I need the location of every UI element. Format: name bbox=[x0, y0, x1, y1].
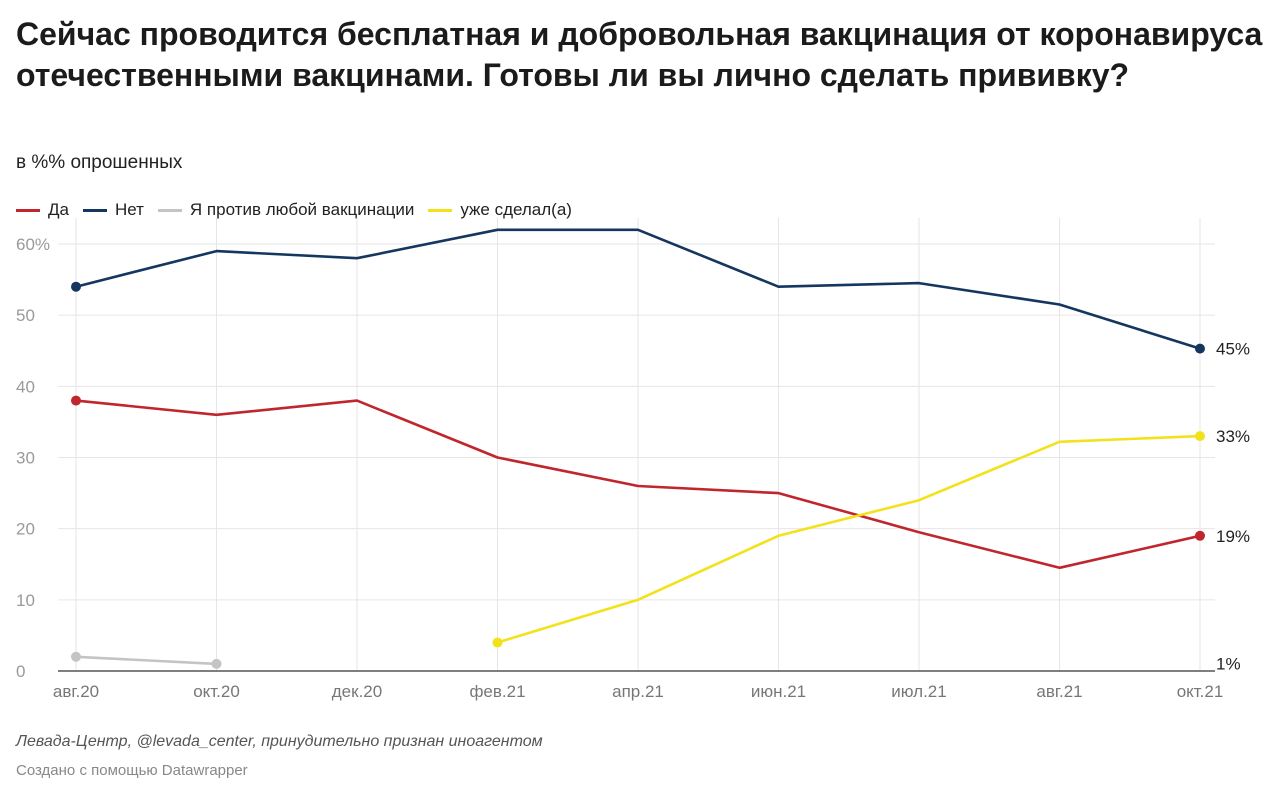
x-tick-label-июн-21: июн.21 bbox=[751, 682, 806, 701]
point-da-start bbox=[71, 395, 81, 406]
y-tick-label-20: 20 bbox=[16, 520, 35, 539]
end-label-extra-0: 1% bbox=[1216, 654, 1241, 673]
point-net-end bbox=[1195, 343, 1205, 354]
source-note: Левада-Центр, @levada_center, принудител… bbox=[16, 733, 543, 750]
y-tick-label-40: 40 bbox=[16, 377, 35, 396]
point-net-start bbox=[71, 281, 81, 292]
series-line-against bbox=[75, 655, 217, 666]
series-line-done bbox=[497, 434, 1201, 644]
legend-item-done: уже сделал(а) bbox=[428, 200, 572, 220]
legend-swatch-against bbox=[157, 208, 182, 212]
x-tick-label-июл-21: июл.21 bbox=[891, 682, 946, 701]
y-tick-label-30: 30 bbox=[16, 449, 35, 468]
chart-title: Сейчас проводится бесплатная и доброволь… bbox=[16, 16, 1263, 93]
legend-swatch-net bbox=[82, 208, 107, 212]
x-tick-label-авг-21: авг.21 bbox=[1036, 682, 1082, 701]
legend-label-against: Я против любой вакцинации bbox=[189, 200, 415, 219]
legend-item-against: Я против любой вакцинации bbox=[157, 200, 415, 220]
x-tick-label-окт-20: окт.20 bbox=[193, 682, 240, 701]
legend-item-net: Нет bbox=[82, 200, 144, 220]
end-label-net: 45% bbox=[1216, 340, 1250, 359]
y-tick-label-60: 60% bbox=[16, 235, 50, 254]
point-done-end bbox=[1195, 431, 1205, 442]
point-da-end bbox=[1195, 530, 1205, 541]
point-against-end bbox=[211, 658, 222, 669]
x-tick-label-фев-21: фев.21 bbox=[469, 682, 525, 701]
point-against-start bbox=[71, 651, 81, 662]
line-chart: 0 10 20 30 40 50 60% авг.20 окт.20 дек.20 фев.21 ап… bbox=[16, 217, 1250, 701]
legend-swatch-done bbox=[428, 208, 453, 212]
legend: Да Нет Я против любой вакцинации уже сде… bbox=[16, 199, 586, 221]
legend-label-net: Нет bbox=[114, 200, 144, 219]
x-tick-label-апр-21: апр.21 bbox=[612, 682, 664, 701]
x-tick-label-окт-21: окт.21 bbox=[1177, 682, 1224, 701]
legend-item-da: Да bbox=[16, 200, 69, 220]
y-tick-label-50: 50 bbox=[16, 306, 35, 325]
chart-subtitle: в %% опрошенных bbox=[16, 152, 183, 173]
x-tick-label-дек-20: дек.20 bbox=[332, 682, 382, 701]
y-tick-label-0: 0 bbox=[16, 662, 25, 681]
datawrapper-credit: Создано с помощью Datawrapper bbox=[16, 762, 248, 779]
series-line-da bbox=[75, 399, 1201, 570]
series-line-net bbox=[75, 228, 1201, 350]
legend-swatch-da bbox=[16, 208, 40, 212]
x-tick-label-авг-20: авг.20 bbox=[53, 682, 99, 701]
legend-label-done: уже сделал(а) bbox=[460, 200, 572, 219]
point-done-start bbox=[492, 637, 503, 648]
end-label-done: 33% bbox=[1216, 427, 1250, 446]
end-label-da: 19% bbox=[1216, 527, 1250, 546]
legend-label-da: Да bbox=[48, 200, 69, 219]
y-tick-label-10: 10 bbox=[16, 591, 35, 610]
